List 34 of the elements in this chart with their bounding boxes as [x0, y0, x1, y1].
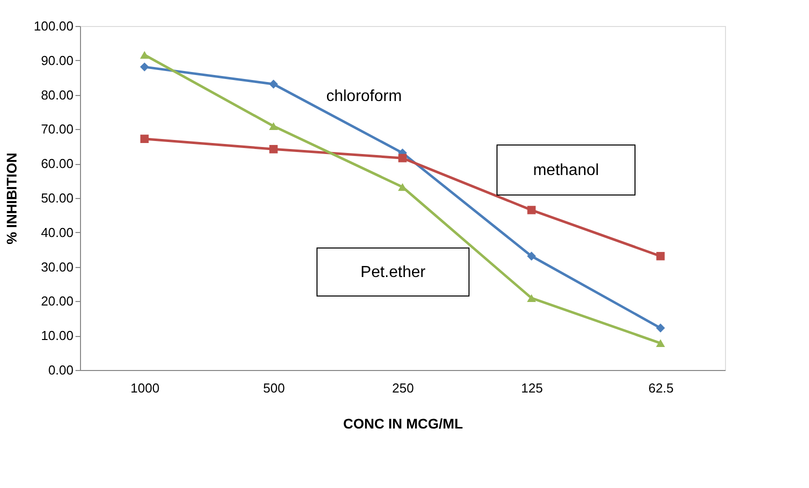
y-tick-label: 10.00: [40, 328, 74, 344]
y-tick-label: 50.00: [40, 190, 74, 206]
point: [269, 122, 278, 130]
y-tick-label: 30.00: [40, 259, 74, 274]
point: [527, 294, 536, 302]
x-tick-label: 125: [521, 380, 543, 396]
y-tick-label: 0.00: [48, 362, 74, 378]
point: [269, 80, 278, 89]
x-tick-label: 62.5: [648, 380, 674, 396]
point: [656, 252, 665, 260]
y-tick-label: 20.00: [40, 294, 74, 309]
series-label: methanol: [533, 162, 599, 179]
point: [140, 51, 149, 59]
series-label: chloroform: [326, 88, 402, 105]
x-tick-label: 500: [263, 380, 285, 396]
point: [527, 252, 536, 261]
point: [656, 339, 665, 348]
x-tick-label: 1000: [130, 380, 160, 396]
x-axis-title: CONC IN MCG/ML: [343, 416, 464, 432]
x-tick-label: 250: [392, 380, 414, 396]
point: [269, 144, 278, 154]
y-tick-label: 100.00: [34, 18, 74, 34]
point: [527, 206, 536, 214]
y-axis-title: % INHIBITION: [4, 152, 20, 244]
text: Pet.ether: [360, 264, 426, 281]
point: [398, 154, 407, 162]
y-tick-label: 40.00: [40, 224, 74, 240]
y-tick-label: 80.00: [40, 87, 74, 102]
point: [140, 134, 149, 144]
point: [656, 324, 665, 333]
y-tick-label: 60.00: [40, 156, 74, 172]
y-tick-label: 90.00: [40, 52, 74, 68]
point: [140, 62, 149, 72]
y-tick-label: 70.00: [40, 122, 74, 137]
